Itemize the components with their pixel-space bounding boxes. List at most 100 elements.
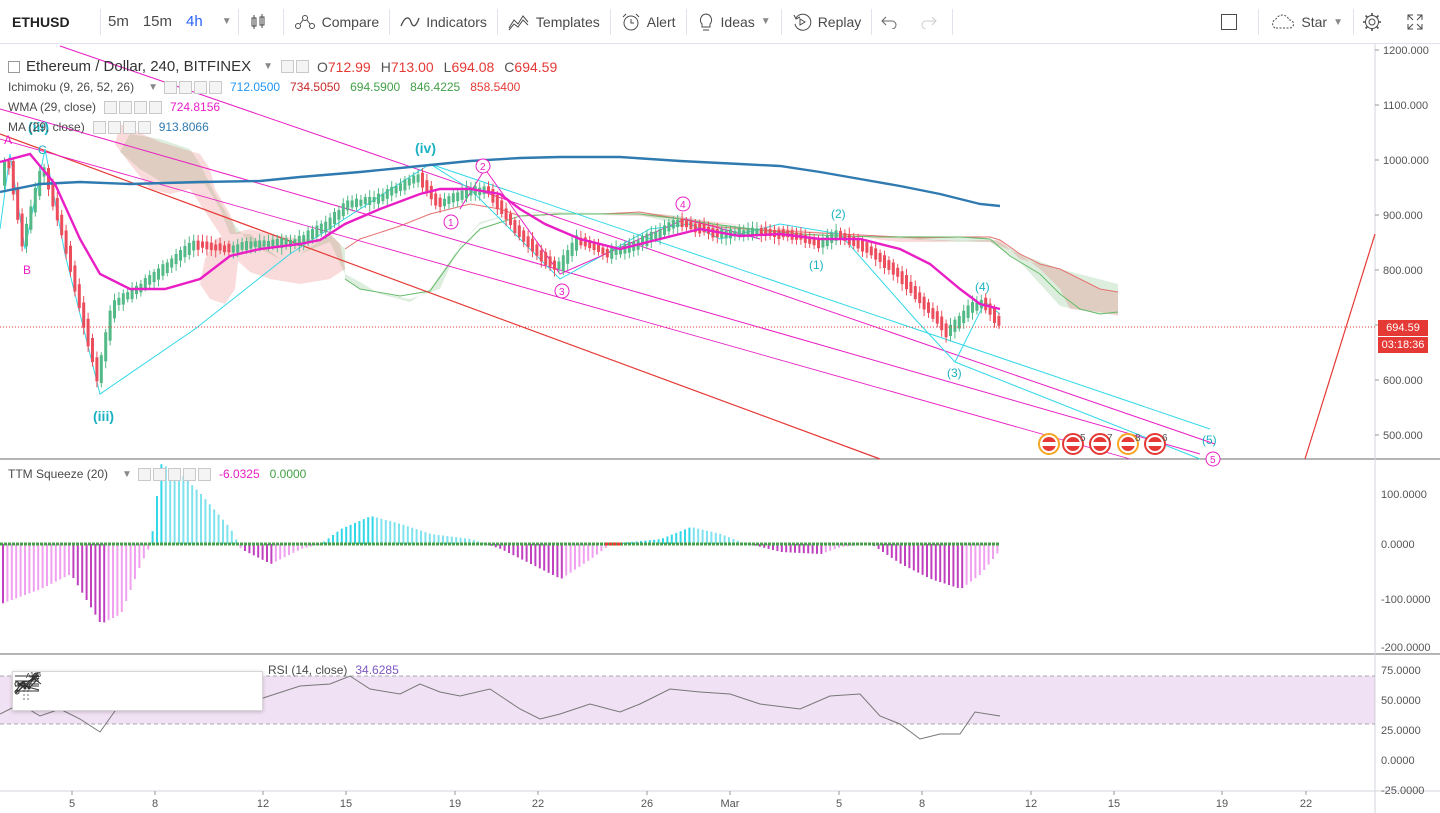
timeframe-dropdown[interactable]: ▼ (210, 0, 238, 44)
legend-buttons[interactable] (92, 120, 151, 134)
candle-body (223, 245, 226, 253)
candle-body (368, 196, 372, 205)
ttm-bar (996, 544, 999, 554)
candle-body (592, 242, 596, 251)
indicators-button[interactable]: Indicators (390, 0, 497, 44)
candle-body (403, 179, 407, 191)
legend-buttons[interactable] (281, 60, 309, 73)
timeframe-5m[interactable]: 5m (108, 13, 129, 30)
ttm-bar (266, 544, 268, 562)
rsi-tick-label: -25.0000 (1381, 785, 1424, 797)
ttm-bar (450, 536, 453, 544)
ttm-bar (710, 531, 713, 544)
candle-body (755, 228, 759, 235)
candle-body (900, 271, 904, 285)
ttm-bar (274, 544, 277, 562)
chart-canvas[interactable]: (iii) A C B (iv) (iii) 1 2 3 4 (1) (2) (… (0, 44, 1440, 813)
candle-body (231, 245, 235, 253)
ttm-bar (156, 496, 158, 544)
ttm-legend: TTM Squeeze (20) ▼ -6.0325 0.0000 (8, 467, 316, 481)
save-layout-button[interactable]: Star ▼ (1259, 0, 1353, 44)
ttm-bar (32, 544, 35, 592)
candle-body (839, 230, 842, 239)
time-axis[interactable]: 5 8 12 15 19 22 26 Mar 5 8 12 15 19 22 (69, 791, 1312, 810)
candle-body (984, 297, 988, 311)
undo-icon (881, 16, 897, 29)
fullscreen-button[interactable] (1396, 0, 1440, 44)
legend-buttons[interactable] (163, 80, 222, 94)
compare-button[interactable]: Compare (284, 0, 390, 44)
candle-body (922, 296, 926, 310)
redo-button[interactable] (912, 0, 952, 44)
ttm-bar (736, 540, 739, 544)
undo-button[interactable] (872, 0, 912, 44)
fullscreen-chart-button[interactable] (1206, 0, 1258, 44)
alert-label: Alert (646, 13, 676, 30)
elliott-wave-path[interactable] (459, 168, 761, 275)
timeframe-4h[interactable]: 4h (186, 13, 203, 30)
wave-label: (iii) (93, 408, 114, 424)
ttm-bar (384, 519, 387, 544)
ttm-bar (956, 544, 959, 588)
ttm-bar (389, 521, 392, 544)
cyan-trend-line[interactable] (429, 163, 1211, 430)
ttm-bar (464, 538, 466, 544)
candle-body (944, 323, 948, 338)
channel-line[interactable] (0, 108, 1201, 455)
candle-body (953, 319, 957, 332)
chart-style-button[interactable] (239, 0, 283, 44)
ttm-bar (116, 544, 119, 616)
ttm-bar (604, 544, 607, 548)
ttm-bar (191, 485, 194, 544)
candle-body (29, 206, 33, 230)
channel-line[interactable] (0, 138, 1131, 460)
ttm-bar (534, 544, 537, 567)
settings-button[interactable] (1354, 0, 1396, 44)
alert-button[interactable]: Alert (611, 0, 686, 44)
close-label: C (504, 58, 515, 75)
ttm-bar (785, 544, 788, 553)
timeframe-15m[interactable]: 15m (142, 13, 173, 30)
ttm-bar (697, 528, 700, 544)
ttm-bar (886, 544, 889, 555)
legend-buttons[interactable] (104, 100, 163, 114)
symbol-search[interactable]: ETHUSD (12, 13, 70, 30)
price-axis[interactable]: 1200.0001100.0001000.000900.000800.00070… (1375, 45, 1431, 797)
ttm-bar (732, 538, 735, 544)
candle-body (808, 236, 812, 244)
pitchfork-tool[interactable] (14, 675, 224, 707)
chart-area[interactable]: (iii) A C B (iv) (iii) 1 2 3 4 (1) (2) (… (0, 44, 1440, 813)
wave-label: (iii) (28, 119, 49, 135)
candle-body (95, 357, 99, 382)
wma-label: WMA (29, close) (8, 100, 97, 114)
legend-buttons[interactable] (137, 467, 211, 481)
chevron-down-icon[interactable]: ▼ (122, 468, 132, 480)
trend-line-tool[interactable] (14, 673, 186, 707)
candle-body (3, 160, 6, 186)
lightbulb-icon (699, 12, 712, 30)
svg-text:1: 1 (30, 672, 34, 679)
collapse-icon[interactable] (8, 60, 20, 73)
horizontal-lines-tool[interactable] (15, 675, 73, 707)
separator (871, 8, 873, 35)
templates-button[interactable]: Templates (498, 0, 610, 44)
wave-label: B (23, 263, 31, 277)
path-tool[interactable] (15, 672, 262, 707)
candle-body (293, 239, 297, 246)
candle-body (918, 292, 922, 304)
replay-button[interactable]: Replay (782, 0, 872, 44)
ttm-bar (908, 544, 911, 569)
trend-line[interactable] (1304, 233, 1376, 460)
ideas-button[interactable]: Ideas ▼ (687, 0, 781, 44)
candle-body (711, 228, 715, 238)
ttm-bar (120, 544, 123, 612)
price-tick-label: 800.000 (1383, 265, 1423, 277)
chevron-down-icon[interactable]: ▼ (263, 61, 273, 72)
economic-events[interactable]: 5 7 8 6 (1038, 433, 1168, 455)
wave-label: A (4, 133, 12, 147)
chevron-down-icon[interactable]: ▼ (148, 81, 158, 93)
ttm-bar (433, 534, 436, 544)
trend-line[interactable] (0, 133, 881, 460)
